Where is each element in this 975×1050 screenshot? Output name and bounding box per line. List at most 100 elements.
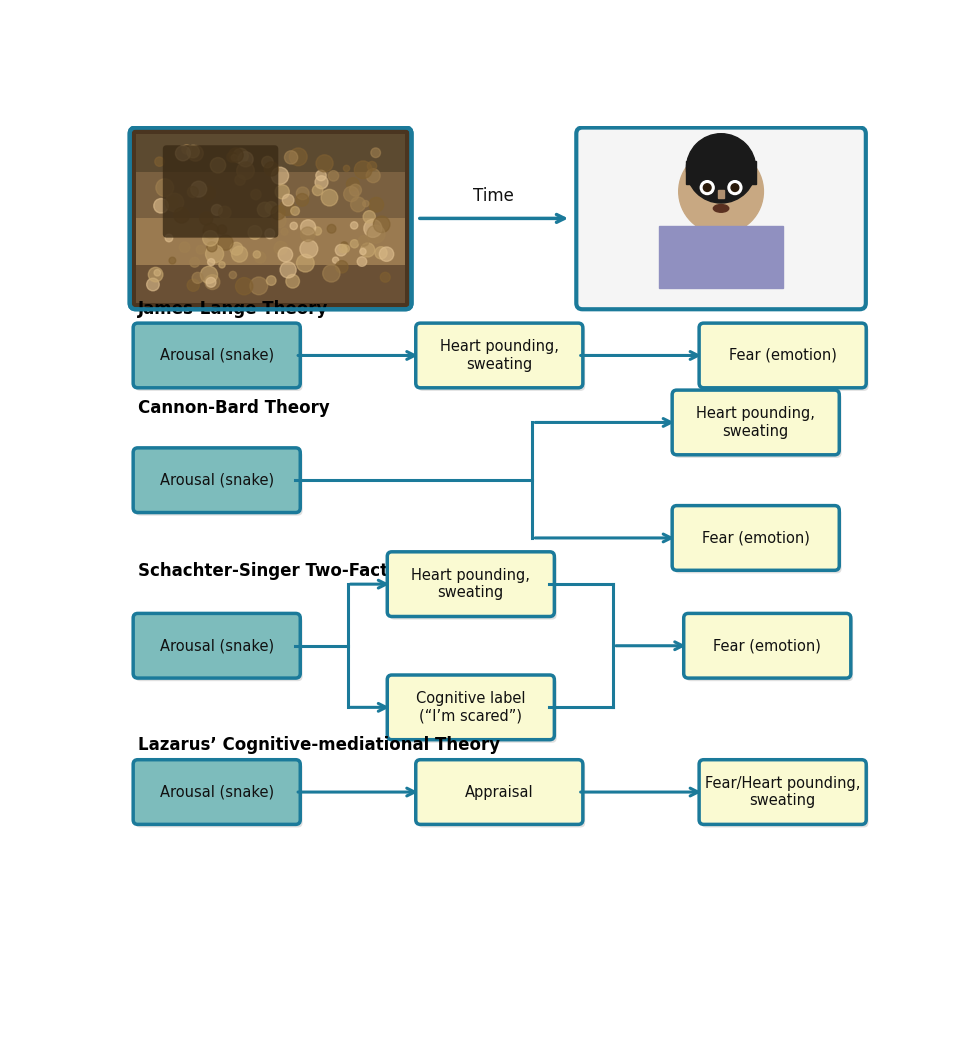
Circle shape xyxy=(367,225,385,244)
Circle shape xyxy=(155,158,164,166)
Text: Arousal (snake): Arousal (snake) xyxy=(160,348,274,363)
Circle shape xyxy=(283,194,294,206)
FancyBboxPatch shape xyxy=(576,127,866,310)
Circle shape xyxy=(686,133,756,203)
FancyBboxPatch shape xyxy=(390,554,557,619)
Circle shape xyxy=(329,171,338,181)
Bar xyxy=(136,133,406,172)
Text: Lazarus’ Cognitive-mediational Theory: Lazarus’ Cognitive-mediational Theory xyxy=(138,736,500,754)
Circle shape xyxy=(265,229,275,238)
Circle shape xyxy=(342,245,349,252)
Bar xyxy=(718,190,724,197)
Circle shape xyxy=(300,240,318,258)
Circle shape xyxy=(236,277,253,295)
Circle shape xyxy=(286,274,299,288)
Circle shape xyxy=(169,257,176,264)
Circle shape xyxy=(206,277,215,288)
Circle shape xyxy=(176,146,190,161)
Circle shape xyxy=(295,193,308,206)
Circle shape xyxy=(300,219,316,235)
Circle shape xyxy=(335,245,347,256)
Text: Fear (emotion): Fear (emotion) xyxy=(714,638,821,653)
Circle shape xyxy=(174,208,189,224)
FancyBboxPatch shape xyxy=(134,323,300,387)
Circle shape xyxy=(205,275,219,290)
Circle shape xyxy=(165,234,173,242)
Circle shape xyxy=(679,149,763,234)
Circle shape xyxy=(370,148,380,158)
FancyBboxPatch shape xyxy=(418,327,585,391)
Circle shape xyxy=(280,201,294,215)
Bar xyxy=(136,172,406,218)
Circle shape xyxy=(290,223,297,230)
Circle shape xyxy=(237,162,254,180)
Circle shape xyxy=(187,279,199,291)
Circle shape xyxy=(357,257,367,267)
Circle shape xyxy=(254,251,260,258)
FancyBboxPatch shape xyxy=(672,391,839,455)
Text: Cognitive label
(“I’m scared”): Cognitive label (“I’m scared”) xyxy=(416,691,526,723)
Circle shape xyxy=(218,206,231,218)
Text: Fear (emotion): Fear (emotion) xyxy=(702,530,809,545)
Circle shape xyxy=(148,268,163,281)
Circle shape xyxy=(731,184,739,191)
FancyBboxPatch shape xyxy=(418,762,585,827)
Circle shape xyxy=(360,249,366,255)
Bar xyxy=(686,161,756,184)
Circle shape xyxy=(340,242,348,249)
Circle shape xyxy=(328,225,336,233)
FancyBboxPatch shape xyxy=(134,448,300,512)
Circle shape xyxy=(335,260,348,273)
Circle shape xyxy=(154,270,161,276)
FancyBboxPatch shape xyxy=(699,323,866,387)
Circle shape xyxy=(250,277,268,295)
FancyBboxPatch shape xyxy=(701,327,869,391)
Text: Schachter-Singer Two-Factor Theory: Schachter-Singer Two-Factor Theory xyxy=(138,563,479,581)
Circle shape xyxy=(231,154,238,162)
Circle shape xyxy=(254,252,266,264)
Bar xyxy=(136,265,406,303)
Circle shape xyxy=(700,181,714,194)
Circle shape xyxy=(271,206,285,219)
Circle shape xyxy=(187,145,199,158)
FancyBboxPatch shape xyxy=(415,760,583,824)
Text: Time: Time xyxy=(474,187,515,205)
Circle shape xyxy=(274,242,288,255)
Circle shape xyxy=(350,222,358,229)
FancyBboxPatch shape xyxy=(699,760,866,824)
Circle shape xyxy=(332,257,338,264)
Circle shape xyxy=(363,201,369,207)
Circle shape xyxy=(229,148,243,163)
Circle shape xyxy=(351,197,366,212)
Circle shape xyxy=(229,271,237,278)
Circle shape xyxy=(313,227,322,235)
Circle shape xyxy=(275,185,290,198)
Circle shape xyxy=(354,161,372,179)
Circle shape xyxy=(265,202,277,214)
FancyBboxPatch shape xyxy=(136,327,302,391)
Text: Arousal (snake): Arousal (snake) xyxy=(160,784,274,799)
Circle shape xyxy=(166,193,183,212)
FancyBboxPatch shape xyxy=(130,127,411,310)
Text: Heart pounding,
sweating: Heart pounding, sweating xyxy=(440,339,559,372)
Circle shape xyxy=(296,187,309,200)
Circle shape xyxy=(202,186,215,200)
Circle shape xyxy=(349,184,362,196)
Circle shape xyxy=(364,219,382,237)
Circle shape xyxy=(374,247,387,259)
Circle shape xyxy=(203,231,218,246)
Circle shape xyxy=(217,225,227,234)
FancyBboxPatch shape xyxy=(415,323,583,387)
Circle shape xyxy=(350,239,359,248)
FancyBboxPatch shape xyxy=(387,675,555,739)
Circle shape xyxy=(192,272,203,284)
Circle shape xyxy=(207,242,217,252)
Circle shape xyxy=(208,258,214,266)
Circle shape xyxy=(266,276,276,286)
Circle shape xyxy=(728,181,742,194)
Circle shape xyxy=(703,184,711,191)
Circle shape xyxy=(201,267,217,284)
Circle shape xyxy=(367,169,380,183)
FancyBboxPatch shape xyxy=(136,762,302,827)
Circle shape xyxy=(203,223,218,238)
